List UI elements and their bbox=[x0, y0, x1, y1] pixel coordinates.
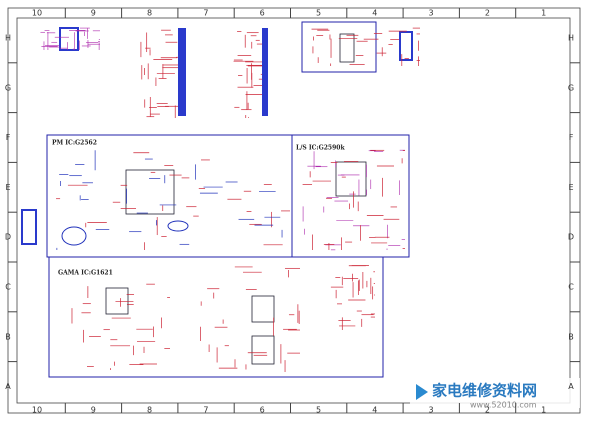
row-label: F bbox=[569, 133, 574, 142]
inner-frame bbox=[16, 17, 571, 404]
block-title: PM IC:G2562 bbox=[52, 140, 97, 147]
block-box bbox=[301, 21, 377, 73]
column-label: 4 bbox=[372, 406, 377, 415]
column-label: 9 bbox=[91, 9, 96, 18]
connector bbox=[399, 31, 413, 61]
wiring bbox=[40, 27, 420, 372]
row-label: E bbox=[568, 183, 573, 192]
column-label: 8 bbox=[147, 9, 152, 18]
column-label: 10 bbox=[32, 9, 42, 18]
ic bbox=[251, 295, 275, 323]
column-label: 9 bbox=[91, 406, 96, 415]
column-label: 4 bbox=[372, 9, 377, 18]
column-label: 1 bbox=[541, 9, 546, 18]
row-label: C bbox=[5, 283, 11, 292]
row-label: H bbox=[5, 34, 11, 43]
connector bbox=[21, 209, 37, 245]
row-label: A bbox=[5, 382, 11, 391]
ic bbox=[335, 161, 367, 197]
column-label: 7 bbox=[203, 406, 208, 415]
highlight bbox=[61, 226, 87, 246]
column-label: 6 bbox=[260, 406, 265, 415]
watermark-url: www.52010.com bbox=[470, 401, 537, 410]
watermark-bg bbox=[410, 378, 580, 408]
row-label: F bbox=[6, 133, 11, 142]
column-label: 3 bbox=[429, 9, 434, 18]
block-title: GAMA IC:G1621 bbox=[58, 270, 113, 277]
ic bbox=[125, 169, 175, 215]
column-label: 8 bbox=[147, 406, 152, 415]
column-label: 1 bbox=[541, 406, 546, 415]
row-label: A bbox=[568, 382, 574, 391]
ic bbox=[251, 335, 275, 365]
column-label: 10 bbox=[32, 406, 42, 415]
row-label: C bbox=[568, 283, 574, 292]
block-box bbox=[48, 256, 384, 378]
row-label: H bbox=[568, 34, 574, 43]
connector bbox=[59, 27, 79, 51]
row-label: B bbox=[5, 332, 11, 341]
block-title: L/S IC:G2590k bbox=[296, 145, 345, 152]
column-label: 5 bbox=[316, 9, 321, 18]
outer-frame bbox=[7, 7, 581, 414]
column-label: 7 bbox=[203, 9, 208, 18]
column-label: 2 bbox=[485, 9, 490, 18]
row-label: D bbox=[5, 233, 11, 242]
row-label: E bbox=[5, 183, 10, 192]
connector bbox=[178, 28, 186, 116]
column-label: 2 bbox=[485, 406, 490, 415]
connector bbox=[262, 28, 268, 116]
highlight bbox=[167, 220, 189, 232]
ic bbox=[339, 33, 355, 63]
watermark-logo bbox=[416, 384, 428, 400]
row-label: G bbox=[568, 83, 574, 92]
ic bbox=[105, 287, 129, 315]
row-label: B bbox=[568, 332, 574, 341]
row-label: G bbox=[5, 83, 11, 92]
watermark-brand: 家电维修资料网 bbox=[432, 382, 537, 400]
column-label: 6 bbox=[260, 9, 265, 18]
column-label: 5 bbox=[316, 406, 321, 415]
column-label: 3 bbox=[429, 406, 434, 415]
row-label: D bbox=[568, 233, 574, 242]
